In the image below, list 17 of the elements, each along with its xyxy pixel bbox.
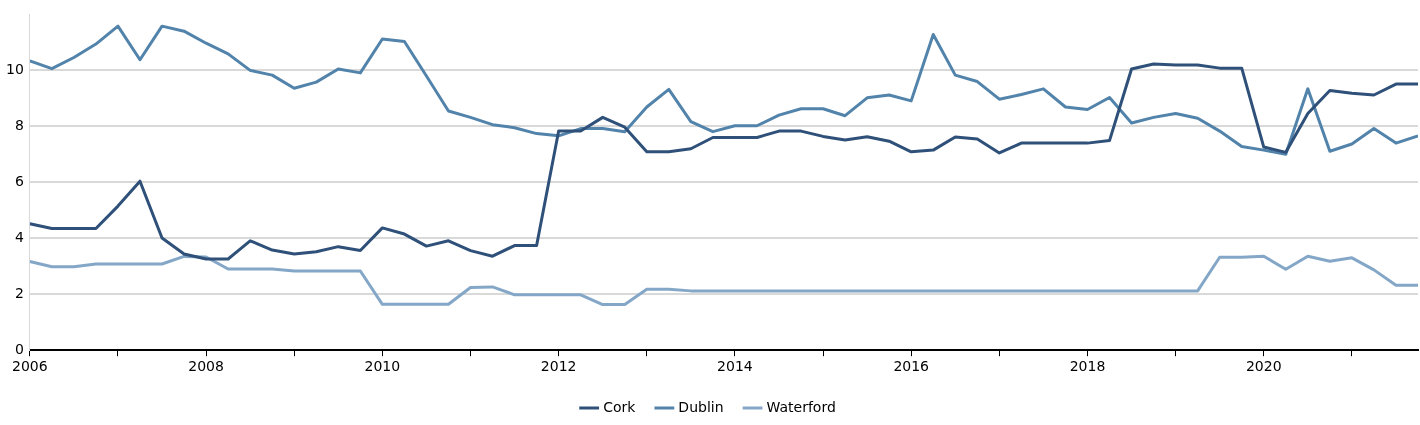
x-tick-label: 2018 [1069,358,1106,375]
legend-label: Dublin [678,398,724,415]
y-tick-label: 10 [5,61,24,78]
y-tick-label: 8 [14,116,24,133]
legend-label: Waterford [766,398,836,415]
x-tick-label: 2020 [1245,358,1282,375]
y-tick-label: 6 [14,172,24,189]
x-tick-label: 2006 [11,358,48,375]
x-tick-label: 2014 [717,358,753,375]
y-tick-label: 2 [14,284,24,301]
y-tick-label: 4 [14,228,24,245]
x-tick-label: 2008 [188,358,224,375]
x-tick-label: 2012 [540,358,577,375]
legend-label: Cork [603,398,637,415]
x-tick-label: 2016 [893,358,930,375]
y-tick-label: 0 [14,340,24,357]
x-tick-label: 2010 [364,358,401,375]
